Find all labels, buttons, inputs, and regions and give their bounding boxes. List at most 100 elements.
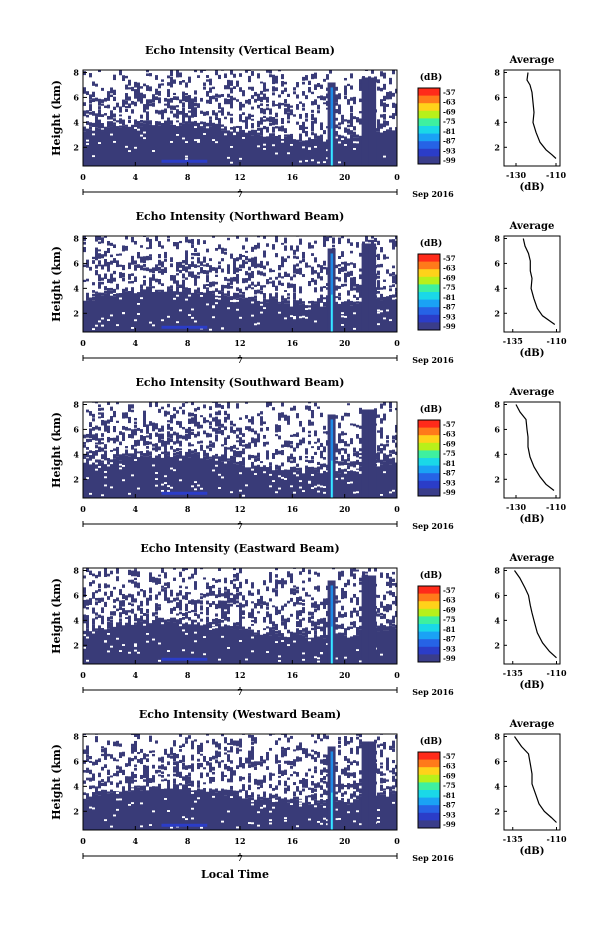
colorbar-swatch [418, 284, 440, 293]
colorbar-swatch [418, 292, 440, 301]
profile-line [515, 404, 555, 491]
y-tick-label: 4 [73, 781, 79, 791]
colorbar-swatch [418, 616, 440, 625]
colorbar-swatch [418, 442, 440, 451]
colorbar-swatch [418, 133, 440, 142]
profile-y-tick-label: 6 [494, 590, 500, 600]
heatmap-field [83, 402, 397, 498]
profile-x-tick-label: -110 [546, 668, 566, 678]
colorbar-tick-label: -93 [443, 312, 456, 321]
x-tick-label: 8 [185, 172, 191, 182]
y-tick-label: 6 [73, 258, 79, 268]
x-tick-label: 12 [234, 172, 245, 182]
beam-panel-1: Echo Intensity (Northward Beam) 2 4 6 8 Heigh… [50, 210, 567, 365]
x-tick-label: 8 [185, 338, 191, 348]
x-tick-label: 16 [287, 504, 299, 514]
chart-title: Echo Intensity (Eastward Beam) [140, 542, 339, 555]
y-tick-label: 8 [73, 731, 79, 741]
colorbar-swatch [418, 654, 440, 663]
colorbar-swatch [418, 774, 440, 783]
x-tick-label: 12 [234, 338, 245, 348]
colorbar-swatch [418, 601, 440, 610]
profile-y-tick-label: 4 [494, 117, 500, 127]
profile-y-tick-label: 2 [494, 142, 500, 152]
profile-x-tick-label: -130 [506, 502, 526, 512]
profile-x-tick-label: -110 [546, 170, 566, 180]
profile-title: Average [509, 719, 555, 730]
beam-panel-0: Echo Intensity (Vertical Beam) 2 4 6 8 Height… [50, 44, 566, 199]
day-label: 7 [237, 521, 243, 531]
profile-y-tick-label: 4 [494, 449, 500, 459]
x-tick-label: 8 [185, 504, 191, 514]
y-tick-label: 8 [73, 399, 79, 409]
profile-title: Average [509, 221, 555, 232]
profile-line [526, 72, 557, 159]
profile-x-label: (dB) [520, 182, 545, 193]
colorbar-tick-label: -93 [443, 146, 456, 155]
x-tick-label: 16 [287, 338, 299, 348]
y-tick-label: 6 [73, 756, 79, 766]
x-tick-label: 0 [394, 504, 400, 514]
colorbar-tick-label: -57 [443, 420, 456, 429]
colorbar-unit: (dB) [420, 72, 442, 83]
chart-title: Echo Intensity (Westward Beam) [139, 708, 341, 721]
y-tick-label: 6 [73, 424, 79, 434]
y-tick-label: 8 [73, 565, 79, 575]
x-tick-label: 12 [234, 670, 245, 680]
colorbar-swatch [418, 261, 440, 270]
x-tick-label: 20 [339, 504, 351, 514]
colorbar-swatch [418, 465, 440, 474]
convective-spike [330, 419, 334, 498]
x-tick-label: 16 [287, 172, 299, 182]
colorbar-swatch [418, 435, 440, 444]
profile-frame [503, 235, 561, 333]
profile-title: Average [509, 553, 555, 564]
profile-y-tick-label: 2 [494, 806, 500, 816]
colorbar-tick-label: -63 [443, 596, 456, 605]
y-tick-label: 4 [73, 283, 79, 293]
x-tick-label: 4 [133, 172, 139, 182]
y-tick-label: 6 [73, 590, 79, 600]
profile-y-tick-label: 6 [494, 424, 500, 434]
profile-y-tick-label: 8 [494, 67, 500, 77]
y-axis-label: Height (km) [50, 412, 63, 488]
colorbar-swatch [418, 88, 440, 97]
colorbar-tick-label: -81 [443, 791, 456, 800]
y-tick-label: 2 [73, 308, 79, 318]
colorbar-tick-label: -75 [443, 117, 456, 126]
profile-y-tick-label: 8 [494, 731, 500, 741]
colorbar-frame [417, 419, 441, 497]
x-tick-label: 20 [339, 836, 351, 846]
y-axis-label: Height (km) [50, 246, 63, 322]
y-tick-label: 2 [73, 640, 79, 650]
x-tick-label: 0 [80, 172, 86, 182]
colorbar-tick-label: -63 [443, 762, 456, 771]
x-tick-label: 0 [80, 836, 86, 846]
profile-frame [503, 567, 561, 665]
x-tick-label: 16 [287, 670, 299, 680]
colorbar-tick-label: -87 [443, 137, 456, 146]
colorbar-tick-label: -99 [443, 488, 456, 497]
beam-panel-2: Echo Intensity (Southward Beam) 2 4 6 8 Heigh… [50, 376, 566, 531]
profile-line [514, 570, 557, 659]
x-tick-label: 8 [185, 836, 191, 846]
colorbar-swatch [418, 759, 440, 768]
heatmap-field [83, 236, 397, 332]
convective-spike [330, 253, 334, 332]
profile-y-tick-label: 2 [494, 640, 500, 650]
colorbar-swatch [418, 118, 440, 127]
convective-spike [330, 87, 334, 166]
x-tick-label: 0 [80, 338, 86, 348]
colorbar-swatch [418, 624, 440, 633]
heatmap-field [83, 70, 397, 166]
profile-y-tick-label: 4 [494, 283, 500, 293]
colorbar-swatch [418, 820, 440, 829]
x-tick-label: 20 [339, 670, 351, 680]
x-tick-label: 0 [394, 338, 400, 348]
colorbar-tick-label: -57 [443, 586, 456, 595]
profile-y-tick-label: 6 [494, 92, 500, 102]
colorbar-tick-label: -69 [443, 771, 456, 780]
profile-y-tick-label: 8 [494, 399, 500, 409]
colorbar-tick-label: -81 [443, 625, 456, 634]
colorbar-tick-label: -81 [443, 459, 456, 468]
